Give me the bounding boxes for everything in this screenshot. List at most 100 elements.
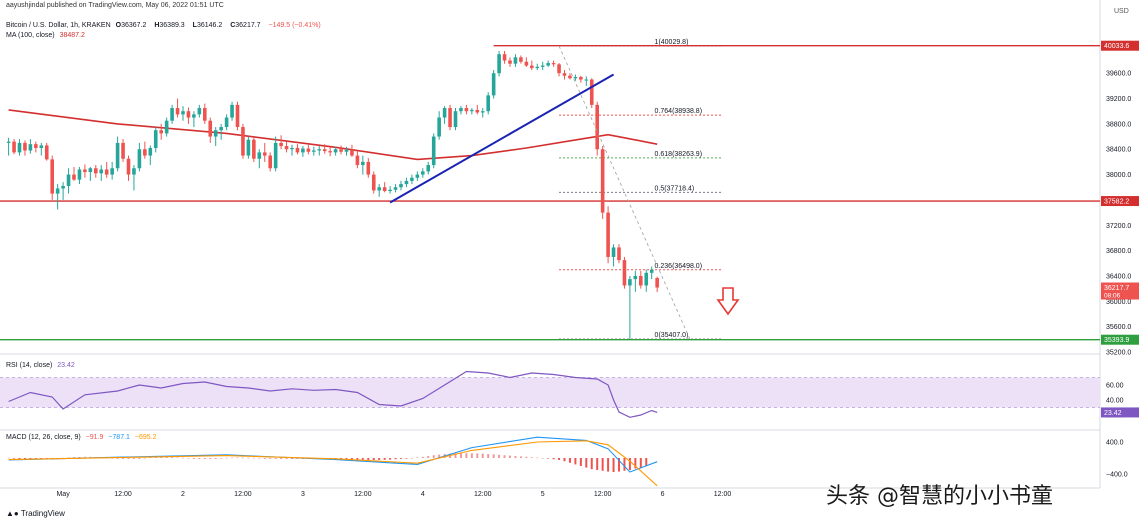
candle-body[interactable] [480,111,485,113]
candle-body[interactable] [573,76,578,79]
candle-body[interactable] [464,108,469,112]
candle-body[interactable] [28,144,33,151]
candle-body[interactable] [628,279,632,286]
candle-body[interactable] [284,146,289,150]
candle-body[interactable] [410,177,414,181]
candle-body[interactable] [203,108,207,121]
candle-body[interactable] [415,174,420,178]
candle-body[interactable] [551,63,556,65]
candle-body[interactable] [306,148,311,152]
candle-body[interactable] [317,149,322,151]
candle-body[interactable] [557,64,561,74]
candle-body[interactable] [230,104,234,118]
candle-body[interactable] [491,73,496,96]
candle-body[interactable] [388,189,392,192]
trendline[interactable] [389,73,615,204]
candle-body[interactable] [50,159,54,194]
candle-body[interactable] [361,161,365,166]
candle-body[interactable] [257,152,262,159]
candle-body[interactable] [649,269,654,273]
candle-body[interactable] [617,247,621,261]
candle-body[interactable] [606,212,610,257]
candle-body[interactable] [246,139,251,156]
candle-body[interactable] [61,185,65,189]
candle-body[interactable] [437,117,441,137]
candle-body[interactable] [540,65,545,67]
candle-body[interactable] [486,95,490,112]
candle-body[interactable] [143,149,147,156]
rsi-legend[interactable]: RSI (14, close) 23.42 [6,362,78,369]
macd-signal-line[interactable] [8,440,658,487]
candle-body[interactable] [584,79,589,81]
candle-body[interactable] [181,111,185,115]
candle-body[interactable] [224,117,229,128]
candle-body[interactable] [121,142,125,159]
candle-body[interactable] [290,147,294,150]
candle-body[interactable] [235,104,240,128]
candle-body[interactable] [535,66,540,69]
macd-line[interactable] [8,436,658,473]
rsi-line[interactable] [8,370,658,418]
candle-body[interactable] [186,111,191,118]
candle-body[interactable] [344,149,349,152]
symbol-title[interactable]: Bitcoin / U.S. Dollar, 1h, KRAKEN [6,22,111,29]
candle-body[interactable] [273,142,278,169]
candle-body[interactable] [34,144,38,148]
candle-body[interactable] [83,169,87,173]
candle-body[interactable] [322,149,327,152]
candle-body[interactable] [115,142,120,169]
macd-legend[interactable]: MACD (12, 26, close, 9) −91.9 −787.1 −69… [6,434,160,441]
candle-body[interactable] [421,171,425,175]
candle-body[interactable] [241,127,245,156]
candle-body[interactable] [148,147,153,156]
candle-body[interactable] [213,130,218,137]
candle-body[interactable] [6,141,11,143]
candle-body[interactable] [192,114,196,118]
candle-body[interactable] [431,136,436,166]
candle-body[interactable] [355,155,360,166]
candle-body[interactable] [399,184,403,188]
candle-body[interactable] [333,149,338,153]
candle-body[interactable] [312,150,316,152]
candle-body[interactable] [12,141,16,153]
candle-body[interactable] [589,79,594,105]
candle-body[interactable] [104,169,109,175]
candle-body[interactable] [72,174,76,180]
candle-body[interactable] [17,142,22,153]
candle-body[interactable] [470,109,474,112]
candle-body[interactable] [99,169,104,174]
candle-body[interactable] [508,60,512,64]
candle-body[interactable] [88,168,93,173]
candle-body[interactable] [579,76,583,80]
ma-line[interactable] [8,109,658,161]
candle-body[interactable] [404,180,409,185]
candle-body[interactable] [644,272,649,286]
candle-body[interactable] [55,188,60,194]
candle-body[interactable] [393,187,398,190]
candle-body[interactable] [175,108,180,115]
candle-body[interactable] [219,127,223,131]
candle-body[interactable] [426,165,431,172]
candle-body[interactable] [453,111,458,128]
candle-body[interactable] [159,130,163,134]
candle-body[interactable] [475,109,480,113]
candle-body[interactable] [633,275,638,280]
candle-body[interactable] [23,142,27,151]
candle-body[interactable] [371,174,376,191]
candle-body[interactable] [94,168,98,174]
candle-body[interactable] [39,145,44,148]
candle-body[interactable] [595,104,599,150]
candle-body[interactable] [153,130,158,148]
candle-body[interactable] [442,108,447,118]
candle-body[interactable] [350,149,354,156]
ma-legend[interactable]: MA (100, close) 38487.2 [6,32,88,39]
candle-body[interactable] [377,187,381,191]
candle-body[interactable] [110,168,114,175]
candle-body[interactable] [197,108,202,115]
candle-body[interactable] [66,174,71,186]
candle-body[interactable] [519,57,523,62]
candle-body[interactable] [611,247,616,257]
candle-body[interactable] [301,148,305,153]
candle-body[interactable] [126,158,131,175]
